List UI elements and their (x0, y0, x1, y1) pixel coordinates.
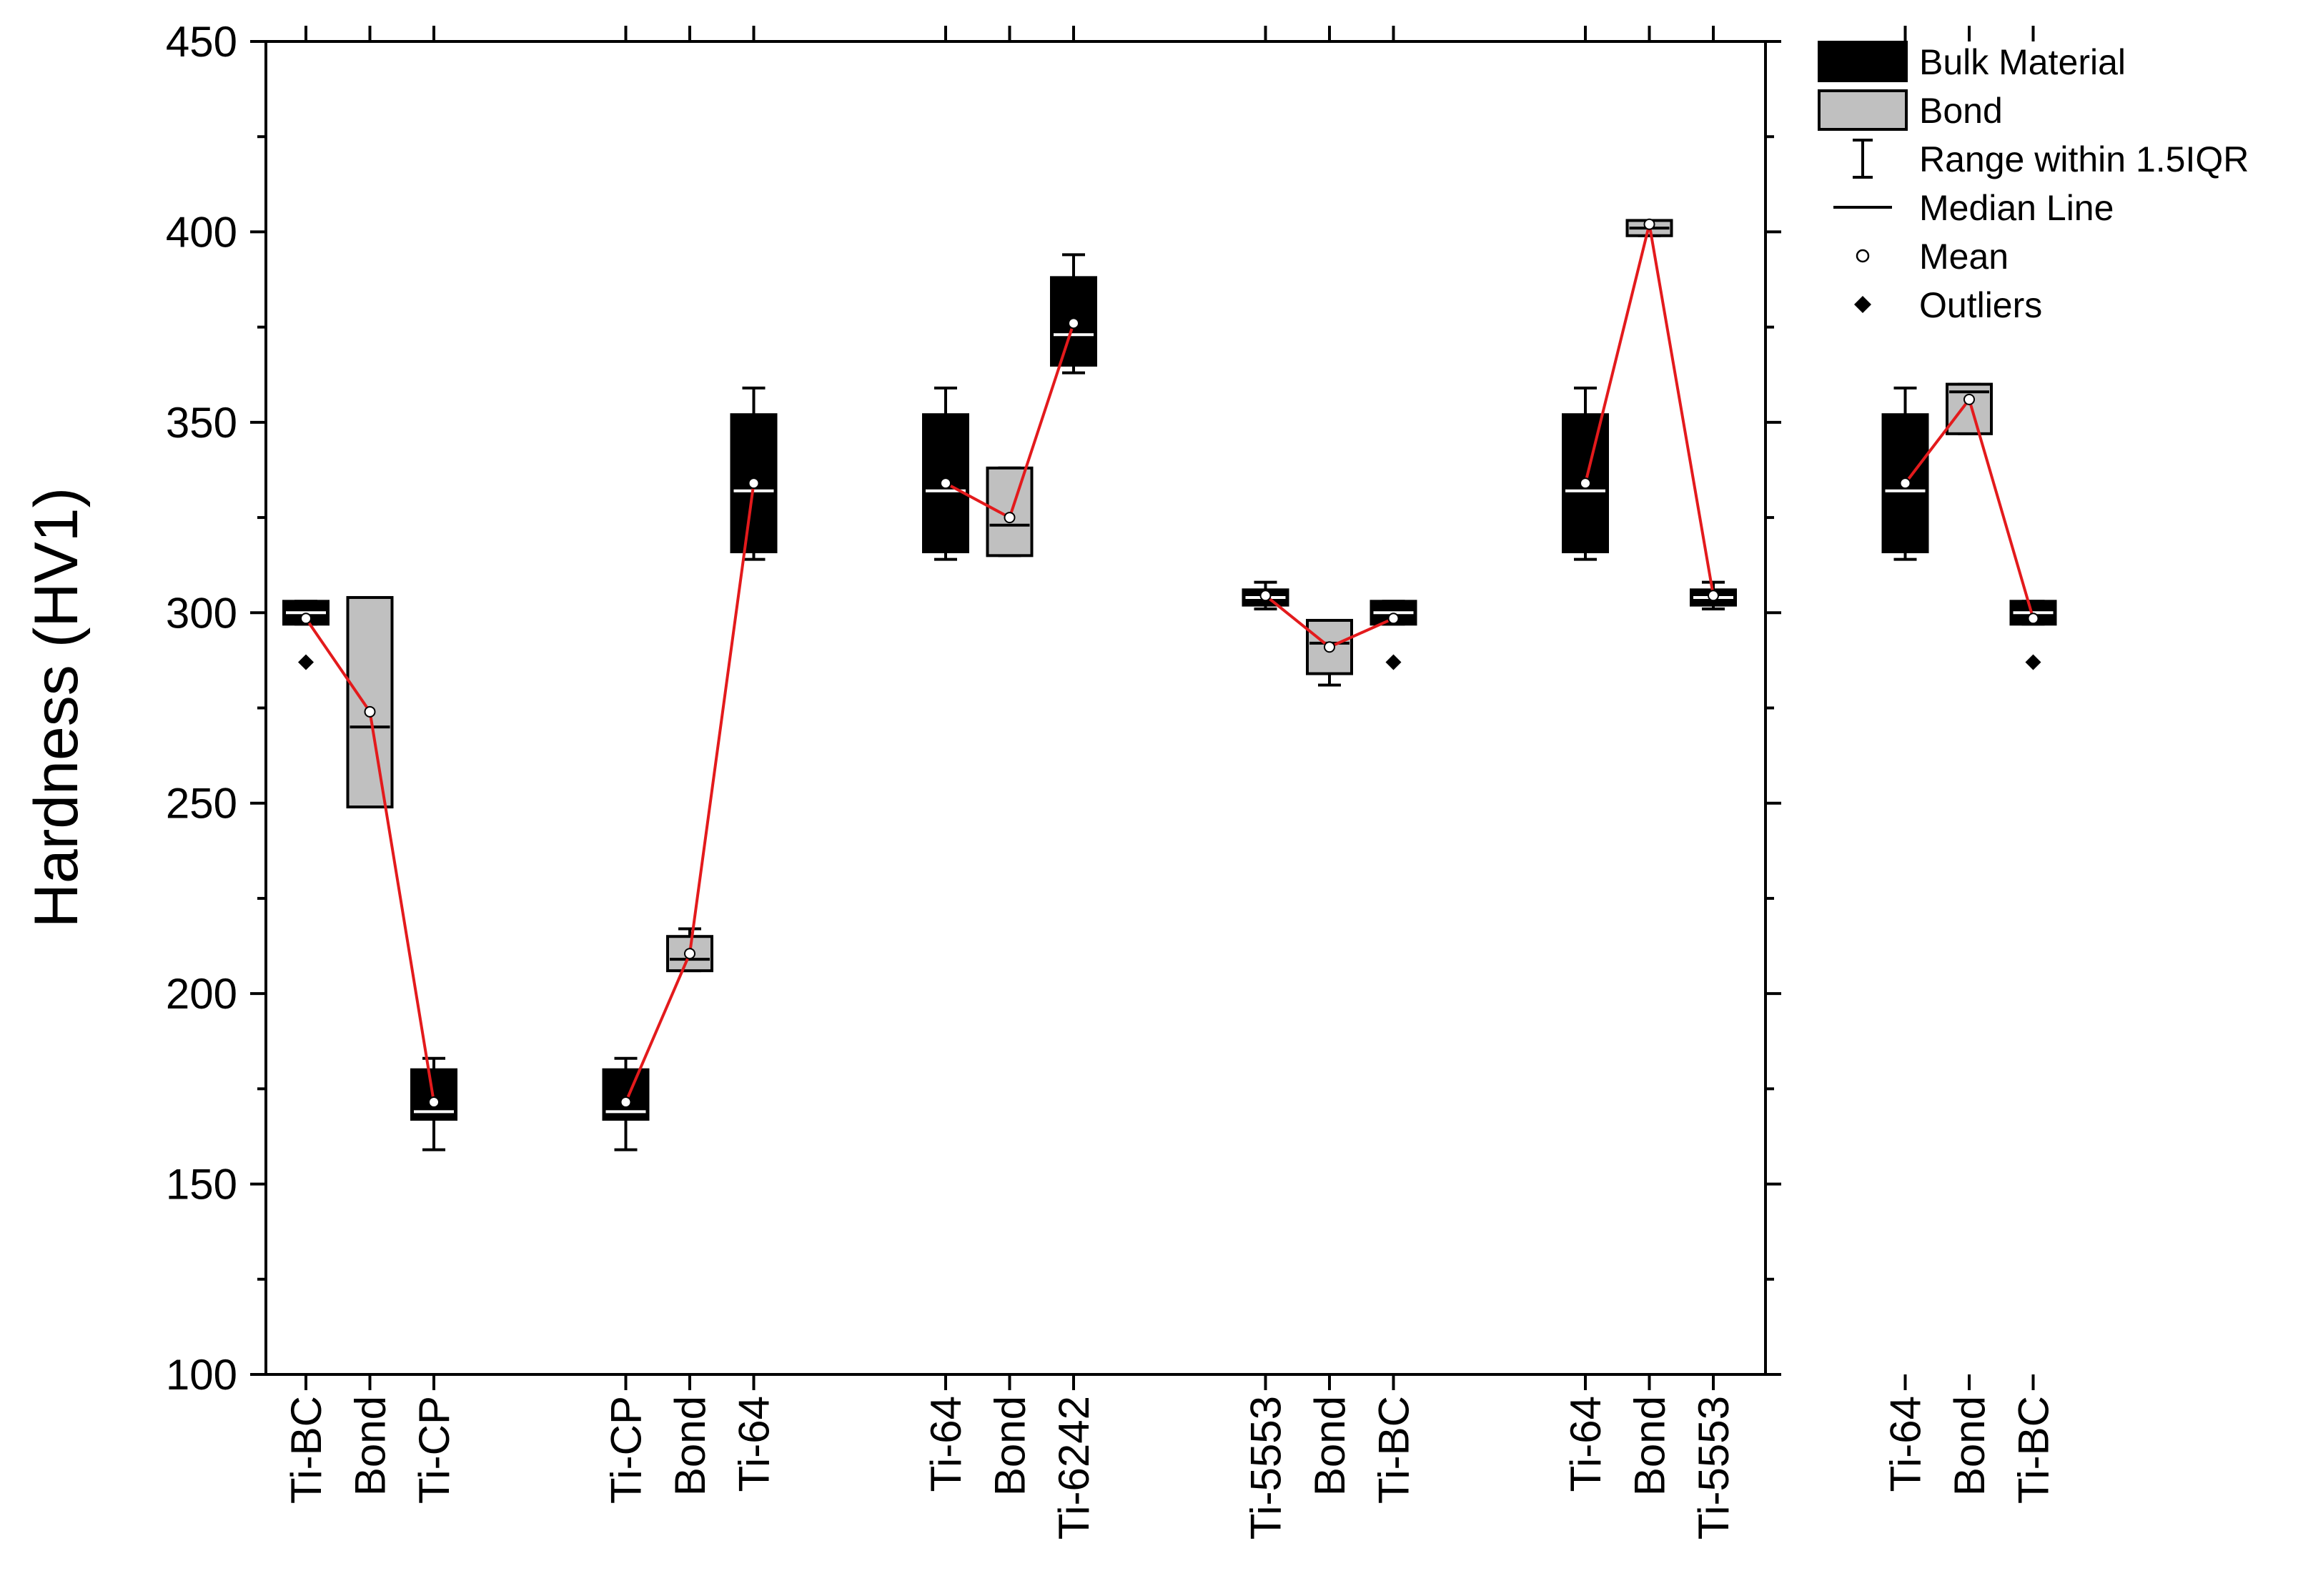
y-tick-label: 250 (166, 780, 237, 828)
legend-mean-icon (1856, 249, 1870, 263)
x-tick-label: Ti-64 (1882, 1396, 1930, 1492)
box-bond (346, 595, 394, 809)
outlier-marker (2025, 654, 2041, 670)
x-tick-label: Ti-64 (1562, 1396, 1610, 1492)
mean-marker (1643, 218, 1655, 230)
legend-swatch-bulk (1818, 41, 1908, 82)
legend: Bulk Material Bond Range within 1.5IQR Medi… (1818, 41, 2249, 325)
x-tick-label: Ti-64 (730, 1396, 778, 1492)
mean-marker (1004, 512, 1016, 524)
y-axis-label: Hardness (HV1) (22, 487, 91, 928)
mean-marker (1068, 317, 1079, 329)
y-tick-label: 150 (166, 1161, 237, 1209)
y-tick-label: 200 (166, 970, 237, 1018)
x-tick-label: Bond (1946, 1396, 1994, 1496)
mean-marker (620, 1096, 632, 1109)
mean-marker (2027, 613, 2039, 625)
y-tick-label: 100 (166, 1351, 237, 1399)
y-tick-label: 350 (166, 399, 237, 447)
legend-label-mean: Mean (1919, 237, 2009, 277)
mean-connector-line (624, 482, 756, 1103)
outlier-marker (298, 654, 314, 670)
legend-outlier-icon (1854, 296, 1871, 313)
legend-swatch-bond (1818, 89, 1908, 131)
box-plots (282, 219, 2057, 1151)
mean-marker (1708, 590, 1719, 602)
x-tick-label: Bond (986, 1396, 1034, 1496)
mean-markers (300, 218, 2039, 1109)
x-tick-label: Ti-CP (603, 1396, 650, 1504)
x-tick-label: Ti-6242 (1050, 1396, 1098, 1540)
mean-marker (940, 477, 951, 490)
mean-marker (1324, 641, 1335, 653)
legend-label-outliers: Outliers (1919, 285, 2042, 325)
x-tick-label: Bond (347, 1396, 395, 1496)
x-tick-label: Bond (666, 1396, 714, 1496)
x-tick-label: Bond (1306, 1396, 1354, 1496)
y-tick-label: 400 (166, 208, 237, 256)
plot-frame (264, 40, 1767, 1376)
box-bond (666, 935, 713, 973)
x-tick-label: Ti-CP (410, 1396, 458, 1504)
legend-label-bond: Bond (1919, 91, 2003, 131)
mean-marker (1387, 613, 1400, 625)
mean-lines (304, 224, 2035, 1103)
y-tick-labels: 100 150 200 250 300 350 400 450 (166, 18, 237, 1399)
mean-marker (300, 613, 312, 625)
x-tick-label: Ti-5553 (1242, 1396, 1290, 1540)
x-tick-label: Ti-64 (922, 1396, 970, 1492)
mean-marker (1899, 477, 1911, 490)
outlier-marker (1385, 654, 1402, 670)
mean-marker (1259, 590, 1272, 602)
x-tick-labels: Ti-BC Bond Ti-CP Ti-CP Bond Ti-64 Ti-64 Bond Ti-… (282, 1396, 2058, 1540)
legend-label-bulk: Bulk Material (1919, 42, 2126, 82)
mean-marker (684, 948, 695, 960)
legend-label-median: Median Line (1919, 188, 2114, 228)
legend-label-range: Range within 1.5IQR (1919, 139, 2249, 179)
mean-marker (428, 1096, 440, 1109)
mean-marker (1963, 393, 1975, 405)
mean-marker (748, 477, 760, 490)
x-tick-label: Ti-5553 (1690, 1396, 1738, 1540)
y-tick-label: 450 (166, 18, 237, 66)
x-tick-label: Ti-BC (2010, 1396, 2058, 1504)
mean-marker (364, 705, 376, 718)
x-tick-label: Bond (1626, 1396, 1674, 1496)
x-tick-label: Ti-BC (1370, 1396, 1418, 1504)
mean-marker (1580, 477, 1591, 490)
x-tick-label: Ti-BC (282, 1396, 330, 1504)
y-tick-label: 300 (166, 589, 237, 637)
